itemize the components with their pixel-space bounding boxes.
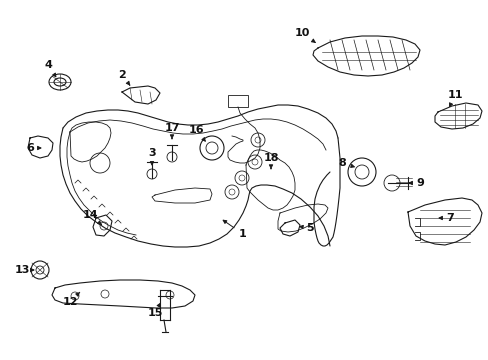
Text: 16: 16 bbox=[188, 125, 205, 141]
Text: 1: 1 bbox=[223, 220, 246, 239]
Text: 12: 12 bbox=[62, 292, 80, 307]
Bar bbox=[227, 95, 247, 107]
Text: 13: 13 bbox=[14, 265, 34, 275]
Text: 5: 5 bbox=[299, 223, 313, 233]
Text: 10: 10 bbox=[294, 28, 315, 42]
Text: 9: 9 bbox=[408, 178, 423, 188]
Text: 11: 11 bbox=[447, 90, 462, 107]
Text: 15: 15 bbox=[147, 303, 163, 318]
Text: 4: 4 bbox=[44, 60, 56, 77]
Text: 3: 3 bbox=[148, 148, 156, 165]
Text: 18: 18 bbox=[263, 153, 278, 168]
Text: 14: 14 bbox=[82, 210, 102, 225]
Text: 7: 7 bbox=[438, 213, 453, 223]
Text: 2: 2 bbox=[118, 70, 129, 85]
Text: 17: 17 bbox=[164, 123, 180, 139]
Text: 6: 6 bbox=[26, 143, 41, 153]
Text: 8: 8 bbox=[337, 158, 354, 168]
